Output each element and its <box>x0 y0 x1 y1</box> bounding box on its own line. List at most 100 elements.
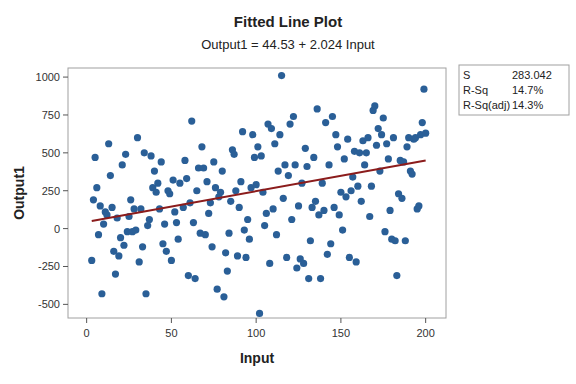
point <box>225 230 232 237</box>
point <box>154 180 161 187</box>
point <box>236 204 243 211</box>
point <box>181 157 188 164</box>
point <box>208 243 215 250</box>
point <box>254 143 261 150</box>
point <box>366 213 373 220</box>
y-tick-label: 1000 <box>36 71 60 83</box>
point <box>302 145 309 152</box>
point <box>210 158 217 165</box>
y-tick-label: 0 <box>54 223 60 235</box>
point <box>98 290 105 297</box>
point <box>270 205 277 212</box>
point <box>408 170 415 177</box>
point <box>244 216 251 223</box>
point <box>120 242 127 249</box>
point <box>280 195 287 202</box>
point <box>237 178 244 185</box>
point <box>112 270 119 277</box>
point <box>115 252 122 259</box>
point <box>331 204 338 211</box>
point <box>175 236 182 243</box>
point <box>161 220 168 227</box>
point <box>144 222 151 229</box>
point <box>95 231 102 238</box>
point <box>131 205 138 212</box>
point <box>346 254 353 261</box>
point <box>231 151 238 158</box>
point <box>147 152 154 159</box>
point <box>281 161 288 168</box>
point <box>241 227 248 234</box>
y-tick <box>63 77 68 78</box>
point <box>105 140 112 147</box>
point <box>122 151 129 158</box>
point <box>403 143 410 150</box>
stat-label: R-Sq <box>463 84 488 96</box>
point <box>176 180 183 187</box>
point <box>342 193 349 200</box>
point <box>419 119 426 126</box>
x-axis-label: Input <box>240 350 275 366</box>
point <box>283 254 290 261</box>
point <box>251 154 258 161</box>
point <box>329 113 336 120</box>
point <box>134 134 141 141</box>
point <box>364 134 371 141</box>
point <box>358 198 365 205</box>
plot-frame <box>68 68 446 318</box>
point <box>97 202 104 209</box>
y-tick <box>63 114 68 115</box>
point <box>347 187 354 194</box>
stat-label: S <box>463 69 470 81</box>
y-tick-label: 250 <box>42 185 60 197</box>
point <box>202 231 209 238</box>
point <box>190 219 197 226</box>
point <box>159 240 166 247</box>
point <box>227 198 234 205</box>
x-tick-label: 200 <box>416 327 434 339</box>
x-tick <box>256 318 257 323</box>
point <box>169 177 176 184</box>
point <box>249 131 256 138</box>
x-tick <box>340 318 341 323</box>
point <box>273 231 280 238</box>
point <box>336 211 343 218</box>
point <box>200 164 207 171</box>
point <box>166 190 173 197</box>
point <box>246 236 253 243</box>
point <box>327 240 334 247</box>
point <box>344 136 351 143</box>
point <box>368 183 375 190</box>
point <box>266 260 273 267</box>
point <box>385 155 392 162</box>
point <box>371 102 378 109</box>
stat-value: 283.042 <box>512 69 552 81</box>
point <box>325 161 332 168</box>
point <box>378 131 385 138</box>
point <box>383 140 390 147</box>
point <box>117 234 124 241</box>
y-tick <box>63 304 68 305</box>
point <box>300 260 307 267</box>
point <box>354 183 361 190</box>
point <box>107 172 114 179</box>
point <box>363 149 370 156</box>
point <box>139 243 146 250</box>
point <box>295 202 302 209</box>
point <box>261 222 268 229</box>
point <box>398 195 405 202</box>
point <box>258 152 265 159</box>
x-tick <box>86 318 87 323</box>
point <box>192 275 199 282</box>
point <box>100 220 107 227</box>
point <box>183 175 190 182</box>
point <box>305 275 312 282</box>
point <box>293 264 300 271</box>
plot-data <box>88 72 429 317</box>
point <box>220 293 227 300</box>
point <box>193 187 200 194</box>
y-tick <box>63 190 68 191</box>
point <box>278 72 285 79</box>
point <box>224 267 231 274</box>
point <box>222 249 229 256</box>
